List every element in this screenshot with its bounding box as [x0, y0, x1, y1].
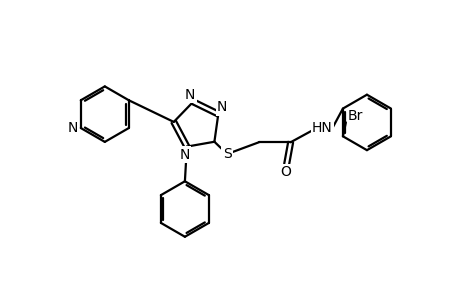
Text: N: N	[179, 148, 190, 161]
Text: Br: Br	[347, 110, 363, 124]
Text: O: O	[280, 165, 291, 179]
Text: S: S	[222, 147, 231, 161]
Text: N: N	[217, 100, 227, 114]
Text: HN: HN	[311, 122, 332, 135]
Text: N: N	[185, 88, 195, 102]
Text: N: N	[67, 121, 78, 135]
